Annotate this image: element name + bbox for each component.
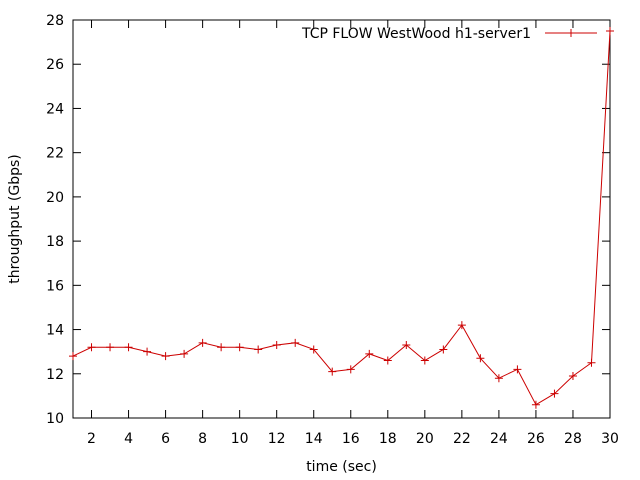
y-tick-label: 26 xyxy=(46,57,64,73)
data-point xyxy=(198,338,207,347)
legend-label: TCP FLOW WestWood h1-server1 xyxy=(301,26,531,42)
data-point xyxy=(69,352,77,361)
data-point xyxy=(457,321,466,330)
data-point xyxy=(309,345,318,354)
y-tick-label: 18 xyxy=(46,234,64,250)
y-tick-label: 16 xyxy=(46,278,64,294)
data-point xyxy=(365,349,374,358)
x-tick-label: 14 xyxy=(305,431,323,447)
data-point xyxy=(606,27,614,36)
y-tick-label: 28 xyxy=(46,13,64,29)
data-point xyxy=(383,356,392,365)
data-point xyxy=(217,343,226,352)
x-tick-label: 4 xyxy=(124,431,133,447)
x-tick-label: 28 xyxy=(564,431,582,447)
data-point xyxy=(531,400,540,409)
data-point xyxy=(476,354,485,363)
data-point xyxy=(161,352,170,361)
x-tick-label: 26 xyxy=(527,431,545,447)
data-point xyxy=(587,358,596,367)
data-point xyxy=(291,338,300,347)
plot-frame xyxy=(72,19,611,419)
data-point xyxy=(494,374,503,383)
legend-marker xyxy=(567,29,575,37)
x-tick-label: 20 xyxy=(416,431,434,447)
series-line xyxy=(72,31,611,406)
data-point xyxy=(550,389,559,398)
x-tick-label: 22 xyxy=(453,431,471,447)
x-tick-label: 6 xyxy=(161,431,170,447)
data-point xyxy=(124,343,133,352)
data-point xyxy=(568,371,577,380)
data-point xyxy=(143,347,152,356)
data-point xyxy=(513,365,522,374)
data-point xyxy=(180,349,189,358)
y-tick-label: 12 xyxy=(46,367,64,383)
data-point xyxy=(402,341,411,350)
x-tick-label: 18 xyxy=(379,431,397,447)
y-axis-title: throughput (Gbps) xyxy=(7,154,23,284)
data-point xyxy=(420,356,429,365)
y-tick-label: 20 xyxy=(46,190,64,206)
x-tick-label: 12 xyxy=(268,431,286,447)
x-tick-label: 30 xyxy=(601,431,619,447)
series-layer xyxy=(69,27,614,409)
y-tick-label: 22 xyxy=(46,146,64,162)
x-tick-label: 8 xyxy=(198,431,207,447)
x-tick-label: 16 xyxy=(342,431,360,447)
y-tick-label: 24 xyxy=(46,101,64,117)
data-point xyxy=(346,365,355,374)
x-tick-label: 24 xyxy=(490,431,508,447)
x-tick-label: 10 xyxy=(231,431,249,447)
data-point xyxy=(87,343,96,352)
data-point xyxy=(272,341,281,350)
data-point xyxy=(254,345,263,354)
data-point xyxy=(235,343,244,352)
x-tick-label: 2 xyxy=(87,431,96,447)
data-point xyxy=(328,367,337,376)
y-tick-label: 10 xyxy=(46,411,64,427)
axis-ticks xyxy=(73,19,611,419)
legend: TCP FLOW WestWood h1-server1 xyxy=(301,26,597,42)
y-tick-label: 14 xyxy=(46,323,64,339)
data-point xyxy=(106,343,115,352)
data-point xyxy=(439,345,448,354)
x-axis-title: time (sec) xyxy=(306,459,377,475)
